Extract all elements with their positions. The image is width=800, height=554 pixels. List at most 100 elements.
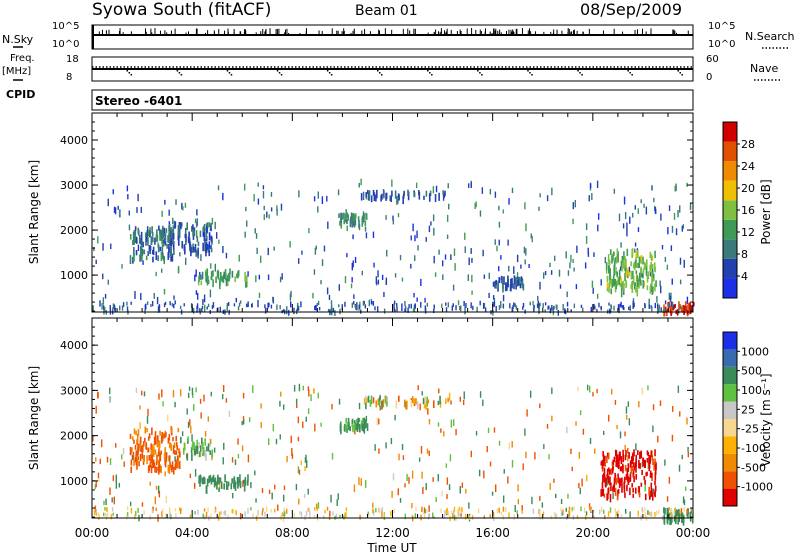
- scatter-cell: [471, 290, 473, 295]
- scatter-cell: [203, 394, 205, 402]
- ground-cell: [262, 507, 264, 512]
- colorbar-tick-label: -100: [741, 442, 766, 455]
- ground-cell: [197, 509, 199, 515]
- ground-cell: [502, 514, 505, 520]
- scatter-cell: [153, 292, 155, 299]
- scatter-cell: [101, 303, 103, 310]
- echo-cell: [197, 241, 200, 247]
- ground-cell: [137, 507, 139, 513]
- echo-cell: [633, 465, 636, 471]
- ground-cell: [224, 510, 226, 515]
- scatter-cell: [524, 428, 526, 436]
- scatter-cell: [317, 191, 320, 199]
- scatter-cell: [364, 226, 367, 232]
- scatter-cell: [432, 186, 435, 194]
- nave-dip-dot: [178, 72, 181, 74]
- echo-cell: [151, 427, 153, 435]
- ground-cell: [553, 305, 555, 310]
- echo-cell: [177, 427, 180, 433]
- scatter-cell: [188, 386, 191, 391]
- scatter-cell: [450, 419, 453, 428]
- echo-cell: [147, 447, 150, 453]
- scatter-cell: [531, 236, 533, 243]
- scatter-cell: [147, 408, 149, 417]
- echo-cell: [643, 459, 646, 469]
- scatter-cell: [597, 224, 599, 232]
- scatter-cell: [315, 503, 318, 509]
- echo-cell: [424, 396, 426, 405]
- ground-cell: [169, 301, 171, 306]
- echo-cell: [643, 476, 646, 481]
- echo-cell: [137, 230, 140, 236]
- scatter-cell: [93, 246, 95, 252]
- scatter-cell: [415, 182, 418, 189]
- echo-cell: [645, 472, 648, 477]
- scatter-cell: [526, 409, 528, 417]
- ground-cell: [673, 510, 676, 515]
- colorbar-swatch: [723, 219, 737, 240]
- echo-cell: [132, 240, 134, 246]
- echo-cell: [603, 467, 606, 477]
- ground-cell: [424, 509, 427, 514]
- ground-cell: [421, 508, 423, 512]
- ground-cell: [492, 511, 495, 517]
- scatter-cell: [191, 387, 194, 396]
- scatter-cell: [483, 470, 485, 479]
- ground-cell: [593, 515, 595, 520]
- scatter-cell: [202, 299, 204, 306]
- scatter-cell: [248, 417, 251, 423]
- scatter-cell: [626, 222, 628, 230]
- scatter-cell: [195, 221, 198, 228]
- scatter-cell: [627, 401, 630, 407]
- echo-cell: [172, 436, 174, 442]
- echo-cell: [612, 279, 615, 287]
- echo-cell: [167, 252, 170, 260]
- echo-cell: [157, 435, 159, 442]
- echo-cell: [608, 283, 611, 289]
- scatter-cell: [455, 428, 457, 436]
- scatter-cell: [140, 293, 142, 301]
- echo-cell: [365, 192, 367, 198]
- scatter-cell: [336, 499, 338, 507]
- nave-dip-dot: [376, 70, 379, 72]
- ground-cell: [106, 507, 108, 513]
- echo-cell: [642, 279, 645, 289]
- echo-cell: [191, 444, 194, 451]
- echo-cell: [211, 476, 214, 483]
- scatter-cell: [538, 305, 540, 314]
- scatter-cell: [496, 245, 498, 252]
- ground-cell: [673, 304, 675, 310]
- scatter-cell: [530, 233, 532, 239]
- scatter-cell: [447, 183, 449, 189]
- echo-cell: [221, 276, 224, 283]
- ground-cell: [126, 301, 128, 306]
- scatter-cell: [587, 247, 589, 255]
- echo-cell: [613, 486, 616, 493]
- scatter-cell: [681, 225, 684, 232]
- scatter-cell: [104, 293, 107, 299]
- echo-cell: [427, 399, 430, 404]
- echo-cell: [372, 189, 375, 196]
- echo-cell: [632, 487, 634, 493]
- echo-cell: [174, 221, 177, 228]
- scatter-cell: [627, 454, 629, 462]
- scatter-cell: [123, 461, 125, 467]
- echo-cell: [632, 452, 634, 462]
- echo-cell: [159, 232, 161, 241]
- echo-cell: [358, 418, 360, 423]
- ground-cell: [592, 509, 595, 513]
- echo-cell: [426, 396, 428, 406]
- echo-cell: [619, 478, 622, 483]
- scatter-cell: [312, 292, 314, 299]
- echo-cell: [247, 474, 249, 481]
- scatter-cell: [596, 180, 599, 188]
- echo-cell: [193, 230, 196, 236]
- scatter-cell: [581, 478, 583, 487]
- scatter-cell: [146, 416, 149, 424]
- echo-cell: [679, 304, 681, 310]
- echo-cell: [416, 401, 419, 409]
- scatter-cell: [247, 454, 250, 463]
- scatter-cell: [161, 389, 163, 398]
- ground-cell: [327, 308, 330, 313]
- scatter-cell: [588, 195, 590, 202]
